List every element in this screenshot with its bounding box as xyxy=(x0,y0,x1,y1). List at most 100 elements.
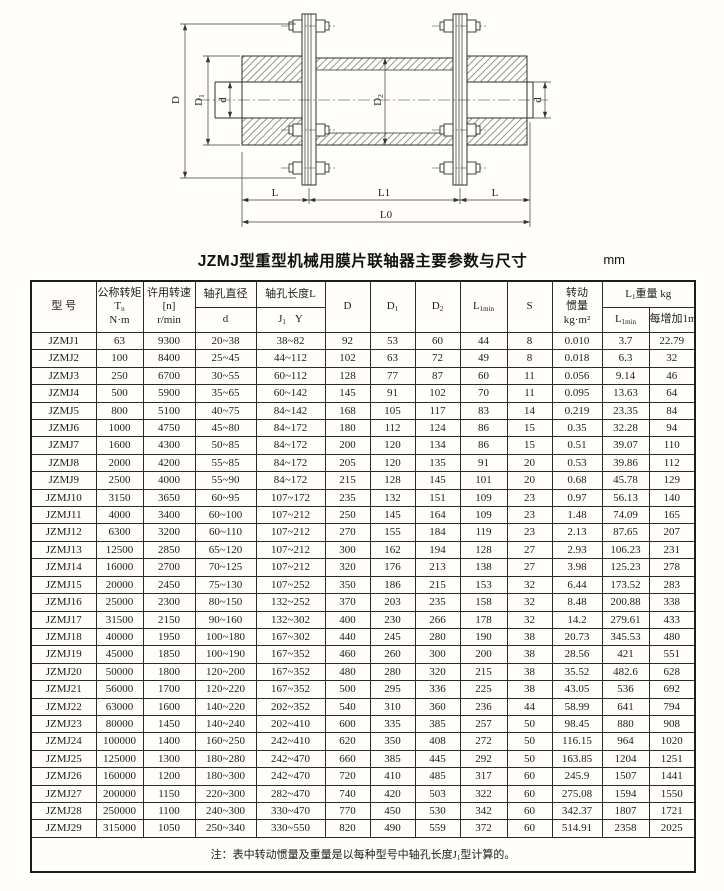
value-cell: 84~172 xyxy=(255,436,326,455)
value-cell: 45~80 xyxy=(194,419,257,438)
value-cell: 120~220 xyxy=(194,680,257,699)
value-cell: 86 xyxy=(459,419,508,438)
value-cell: 60 xyxy=(506,801,553,821)
value-cell: 551 xyxy=(648,645,696,664)
model-cell: JZMJ23 xyxy=(30,714,97,734)
value-cell: 320 xyxy=(324,558,371,577)
value-cell: 20 xyxy=(506,471,553,490)
col-header-S: S xyxy=(506,280,553,333)
value-cell: 1950 xyxy=(142,627,196,647)
value-cell: 8.48 xyxy=(551,593,603,612)
value-cell: 559 xyxy=(414,819,461,838)
value-cell: 38~82 xyxy=(255,331,326,351)
model-cell: JZMJ2 xyxy=(30,349,97,368)
value-cell: 282~470 xyxy=(255,784,326,803)
value-cell: 740 xyxy=(324,784,371,803)
model-cell: JZMJ24 xyxy=(30,732,97,751)
value-cell: 820 xyxy=(324,819,371,838)
value-cell: 0.095 xyxy=(551,384,603,403)
value-cell: 74.09 xyxy=(601,506,650,525)
table-header: 型 号 公称转矩 Tn N·m 许用转速 [n] r/min 轴孔直径 轴孔长度… xyxy=(30,280,696,333)
model-cell: JZMJ3 xyxy=(30,366,97,386)
value-cell: 1000 xyxy=(95,419,144,438)
value-cell: 109 xyxy=(459,488,508,508)
value-cell: 49 xyxy=(459,349,508,368)
value-cell: 278 xyxy=(648,558,696,577)
value-cell: 140 xyxy=(648,488,696,508)
value-cell: 25~45 xyxy=(194,349,257,368)
table-row: JZMJ7 1600 4300 50~85 84~172 200 120 134 86 15 0.5… xyxy=(30,436,696,455)
model-cell: JZMJ21 xyxy=(30,680,97,699)
value-cell: 125000 xyxy=(95,749,144,769)
value-cell: 134 xyxy=(414,436,461,455)
value-cell: 2500 xyxy=(95,471,144,490)
value-cell: 236 xyxy=(459,697,508,716)
value-cell: 410 xyxy=(369,767,416,786)
value-cell: 155 xyxy=(369,523,416,542)
value-cell: 0.97 xyxy=(551,488,603,508)
value-cell: 2150 xyxy=(142,610,196,629)
value-cell: 202~410 xyxy=(255,714,326,734)
value-cell: 482.6 xyxy=(601,662,650,682)
value-cell: 100000 xyxy=(95,732,144,751)
value-cell: 205 xyxy=(324,453,371,473)
value-cell: 11 xyxy=(506,384,553,403)
table-row: JZMJ16 25000 2300 80~150 132~252 370 203 235 158… xyxy=(30,593,696,612)
value-cell: 295 xyxy=(369,680,416,699)
value-cell: 8400 xyxy=(142,349,196,368)
value-cell: 500 xyxy=(95,384,144,403)
table-row: JZMJ12 6300 3200 60~110 107~212 270 155 184 119 2… xyxy=(30,523,696,542)
table-row: JZMJ11 4000 3400 60~100 107~212 250 145 164 109 2… xyxy=(30,506,696,525)
value-cell: 385 xyxy=(369,749,416,769)
value-cell: 5900 xyxy=(142,384,196,403)
value-cell: 80~150 xyxy=(194,593,257,612)
model-cell: JZMJ8 xyxy=(30,453,97,473)
value-cell: 1020 xyxy=(648,732,696,751)
value-cell: 250000 xyxy=(95,801,144,821)
value-cell: 77 xyxy=(369,366,416,386)
value-cell: 50 xyxy=(506,714,553,734)
value-cell: 280 xyxy=(414,627,461,647)
value-cell: 317 xyxy=(459,767,508,786)
dim-label-L-left: L xyxy=(272,187,279,199)
value-cell: 1594 xyxy=(601,784,650,803)
dim-label-L0: L0 xyxy=(380,209,393,221)
table-row: JZMJ13 12500 2850 65~120 107~212 300 162 194 128… xyxy=(30,540,696,560)
value-cell: 110 xyxy=(648,436,696,455)
value-cell: 13.63 xyxy=(601,384,650,403)
value-cell: 83 xyxy=(459,401,508,421)
value-cell: 43.05 xyxy=(551,680,603,699)
value-cell: 167~352 xyxy=(255,680,326,699)
model-cell: JZMJ27 xyxy=(30,784,97,803)
value-cell: 20~38 xyxy=(194,331,257,351)
value-cell: 235 xyxy=(324,488,371,508)
value-cell: 1200 xyxy=(142,767,196,786)
value-cell: 270 xyxy=(324,523,371,542)
value-cell: 55~85 xyxy=(194,453,257,473)
value-cell: 151 xyxy=(414,488,461,508)
dimension-lines xyxy=(180,23,551,227)
value-cell: 109 xyxy=(459,506,508,525)
value-cell: 536 xyxy=(601,680,650,699)
value-cell: 283 xyxy=(648,575,696,595)
value-cell: 60~110 xyxy=(194,523,257,542)
value-cell: 2000 xyxy=(95,453,144,473)
value-cell: 2700 xyxy=(142,558,196,577)
value-cell: 38 xyxy=(506,680,553,699)
value-cell: 72 xyxy=(414,349,461,368)
value-cell: 202~352 xyxy=(255,697,326,716)
col-header-weight-group: L1重量 kg xyxy=(601,280,696,308)
value-cell: 1807 xyxy=(601,801,650,821)
model-cell: JZMJ29 xyxy=(30,819,97,838)
value-cell: 1050 xyxy=(142,819,196,838)
value-cell: 2.93 xyxy=(551,540,603,560)
value-cell: 167~352 xyxy=(255,662,326,682)
value-cell: 180~300 xyxy=(194,767,257,786)
value-cell: 50 xyxy=(506,732,553,751)
value-cell: 176 xyxy=(369,558,416,577)
value-cell: 266 xyxy=(414,610,461,629)
value-cell: 503 xyxy=(414,784,461,803)
value-cell: 2450 xyxy=(142,575,196,595)
value-cell: 345.53 xyxy=(601,627,650,647)
table-row: JZMJ28 250000 1100 240~300 330~470 770 450 530 3… xyxy=(30,801,696,821)
